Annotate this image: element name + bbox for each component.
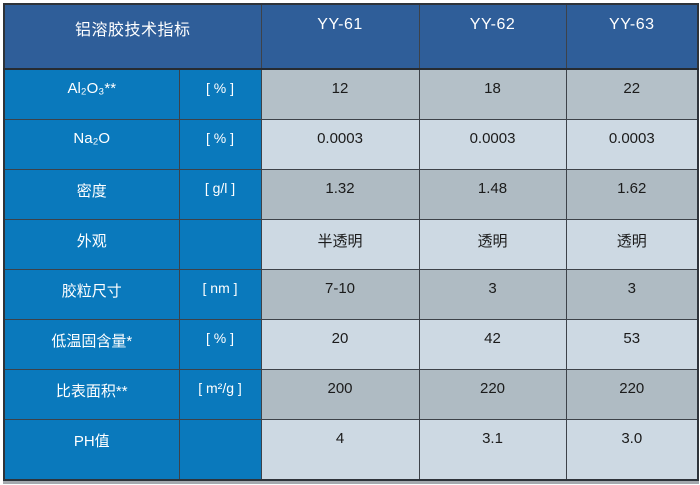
column-header-yy61: YY-61 <box>260 3 420 70</box>
spec-label: 外观 <box>3 218 180 270</box>
value-cell: 22 <box>565 68 699 120</box>
value-cell: 0.0003 <box>565 118 699 170</box>
spec-unit: [ m²/g ] <box>178 368 262 420</box>
spec-unit: [ g/l ] <box>178 168 262 220</box>
spec-unit: [ nm ] <box>178 268 262 320</box>
spec-table-container: 铝溶胶技术指标 YY-61 YY-62 YY-63 Al₂O₃** [ % ] … <box>3 3 700 481</box>
value-cell: 0.0003 <box>260 118 420 170</box>
value-cell: 220 <box>418 368 567 420</box>
spec-unit <box>178 418 262 481</box>
table-row-na2o: Na₂O [ % ] 0.0003 0.0003 0.0003 <box>3 118 699 170</box>
spec-label: Al₂O₃** <box>3 68 180 120</box>
value-cell: 53 <box>565 318 699 370</box>
value-cell: 20 <box>260 318 420 370</box>
value-cell: 12 <box>260 68 420 120</box>
table-row-particle-size: 胶粒尺寸 [ nm ] 7-10 3 3 <box>3 268 699 320</box>
table-row-surface-area: 比表面积** [ m²/g ] 200 220 220 <box>3 368 699 420</box>
value-cell: 4 <box>260 418 420 481</box>
value-cell: 半透明 <box>260 218 420 270</box>
value-cell: 0.0003 <box>418 118 567 170</box>
spec-unit: [ % ] <box>178 118 262 170</box>
spec-label: PH值 <box>3 418 180 481</box>
value-cell: 3.1 <box>418 418 567 481</box>
value-cell: 3 <box>418 268 567 320</box>
table-row-solid-content: 低温固含量* [ % ] 20 42 53 <box>3 318 699 370</box>
value-cell: 7-10 <box>260 268 420 320</box>
value-cell: 1.32 <box>260 168 420 220</box>
table-header-row: 铝溶胶技术指标 YY-61 YY-62 YY-63 <box>3 3 699 70</box>
value-cell: 透明 <box>565 218 699 270</box>
value-cell: 200 <box>260 368 420 420</box>
spec-label: 密度 <box>3 168 180 220</box>
value-cell: 18 <box>418 68 567 120</box>
column-header-yy63: YY-63 <box>565 3 699 70</box>
value-cell: 透明 <box>418 218 567 270</box>
spec-table: 铝溶胶技术指标 YY-61 YY-62 YY-63 Al₂O₃** [ % ] … <box>3 3 700 481</box>
table-row-appearance: 外观 半透明 透明 透明 <box>3 218 699 270</box>
column-header-yy62: YY-62 <box>418 3 567 70</box>
spec-label: Na₂O <box>3 118 180 170</box>
spec-label: 低温固含量* <box>3 318 180 370</box>
spec-label: 比表面积** <box>3 368 180 420</box>
value-cell: 220 <box>565 368 699 420</box>
value-cell: 1.62 <box>565 168 699 220</box>
table-row-ph: PH值 4 3.1 3.0 <box>3 418 699 481</box>
value-cell: 42 <box>418 318 567 370</box>
table-row-density: 密度 [ g/l ] 1.32 1.48 1.62 <box>3 168 699 220</box>
spec-label: 胶粒尺寸 <box>3 268 180 320</box>
spec-unit: [ % ] <box>178 68 262 120</box>
spec-unit: [ % ] <box>178 318 262 370</box>
table-row-al2o3: Al₂O₃** [ % ] 12 18 22 <box>3 68 699 120</box>
spec-unit <box>178 218 262 270</box>
value-cell: 1.48 <box>418 168 567 220</box>
value-cell: 3.0 <box>565 418 699 481</box>
table-title: 铝溶胶技术指标 <box>3 3 262 70</box>
value-cell: 3 <box>565 268 699 320</box>
